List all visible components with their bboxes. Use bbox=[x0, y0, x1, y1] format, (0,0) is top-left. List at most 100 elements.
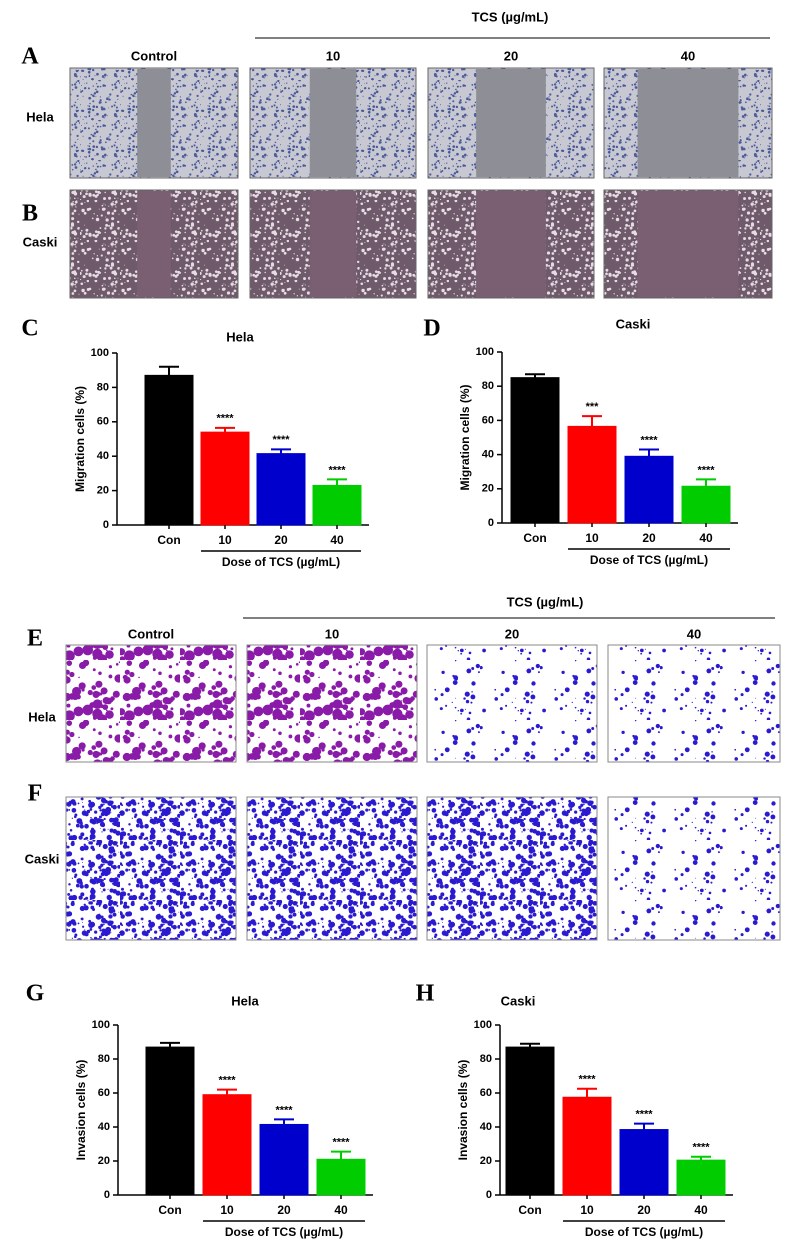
x-tick-label: Con bbox=[157, 533, 180, 547]
significance: **** bbox=[640, 434, 658, 446]
y-tick-label: 60 bbox=[482, 414, 494, 426]
bar bbox=[562, 1096, 612, 1196]
y-axis-label: Invasion cells (%) bbox=[74, 1060, 88, 1161]
y-tick-label: 80 bbox=[97, 381, 109, 393]
scratch-gap bbox=[637, 191, 739, 297]
column-label: 20 bbox=[504, 48, 518, 63]
x-tick-label: 10 bbox=[580, 1203, 594, 1217]
x-tick-label: 20 bbox=[642, 531, 656, 545]
y-axis-label: Invasion cells (%) bbox=[456, 1060, 470, 1161]
bar bbox=[202, 1094, 252, 1196]
row-label: Hela bbox=[26, 109, 54, 124]
bar bbox=[256, 453, 306, 526]
bar bbox=[505, 1046, 555, 1196]
y-tick-label: 40 bbox=[482, 449, 494, 461]
scratch-gap bbox=[137, 69, 171, 177]
column-label: 40 bbox=[687, 626, 701, 641]
y-tick-label: 100 bbox=[476, 346, 494, 358]
y-tick-label: 40 bbox=[97, 450, 109, 462]
panel-letter: G bbox=[26, 981, 45, 1007]
micrograph bbox=[607, 796, 781, 941]
significance: *** bbox=[586, 401, 600, 413]
y-tick-label: 80 bbox=[480, 1053, 492, 1065]
y-tick-label: 0 bbox=[486, 1189, 492, 1201]
significance: **** bbox=[272, 434, 290, 446]
significance: **** bbox=[275, 1104, 293, 1116]
y-tick-label: 0 bbox=[104, 1189, 110, 1201]
significance: **** bbox=[216, 413, 234, 425]
scratch-gap bbox=[476, 191, 546, 297]
significance: **** bbox=[635, 1109, 653, 1121]
y-tick-label: 40 bbox=[98, 1121, 110, 1133]
y-tick-label: 60 bbox=[98, 1087, 110, 1099]
row-label: Hela bbox=[28, 709, 56, 724]
y-tick-label: 20 bbox=[482, 483, 494, 495]
bar bbox=[624, 455, 674, 524]
chart-title: Hela bbox=[231, 993, 259, 1008]
x-axis-label: Dose of TCS (µg/mL) bbox=[590, 553, 708, 567]
micrograph bbox=[65, 644, 237, 763]
bar bbox=[567, 425, 617, 524]
micrograph bbox=[246, 796, 418, 941]
significance: **** bbox=[218, 1075, 236, 1087]
group-header: TCS (µg/mL) bbox=[472, 9, 549, 24]
y-tick-label: 80 bbox=[482, 380, 494, 392]
bar bbox=[145, 1046, 195, 1196]
panel-letter: D bbox=[423, 316, 440, 342]
bar bbox=[312, 484, 362, 526]
y-tick-label: 60 bbox=[97, 416, 109, 428]
micrograph bbox=[426, 796, 598, 941]
column-label: 40 bbox=[681, 48, 695, 63]
row-label: Caski bbox=[23, 234, 58, 249]
chart-title: Caski bbox=[616, 316, 651, 331]
scratch-gap bbox=[309, 191, 357, 297]
x-tick-label: 10 bbox=[220, 1203, 234, 1217]
y-axis-label: Migration cells (%) bbox=[73, 386, 87, 492]
chart-title: Caski bbox=[501, 993, 536, 1008]
y-tick-label: 20 bbox=[97, 485, 109, 497]
y-tick-label: 60 bbox=[480, 1087, 492, 1099]
bar bbox=[510, 377, 560, 524]
column-label: 10 bbox=[326, 48, 340, 63]
y-tick-label: 0 bbox=[488, 517, 494, 529]
y-tick-label: 100 bbox=[91, 347, 109, 359]
column-label: 10 bbox=[325, 626, 339, 641]
x-tick-label: 40 bbox=[694, 1203, 708, 1217]
significance: **** bbox=[328, 464, 346, 476]
chart-title: Hela bbox=[226, 329, 254, 344]
x-tick-label: Con bbox=[523, 531, 546, 545]
bar bbox=[316, 1158, 366, 1196]
x-tick-label: 20 bbox=[274, 533, 288, 547]
y-tick-label: 20 bbox=[98, 1155, 110, 1167]
panel-letter: H bbox=[416, 981, 435, 1007]
x-tick-label: 10 bbox=[585, 531, 599, 545]
significance: **** bbox=[692, 1142, 710, 1154]
x-tick-label: Con bbox=[518, 1203, 541, 1217]
row-label: Caski bbox=[25, 851, 60, 866]
panel-letter: A bbox=[21, 44, 39, 70]
micrograph bbox=[246, 644, 418, 763]
panel-letter: F bbox=[28, 781, 43, 807]
y-tick-label: 40 bbox=[480, 1121, 492, 1133]
bar bbox=[676, 1159, 726, 1196]
micrograph bbox=[426, 644, 598, 763]
scratch-gap bbox=[137, 191, 171, 297]
x-tick-label: 20 bbox=[637, 1203, 651, 1217]
significance: **** bbox=[697, 464, 715, 476]
scratch-gap bbox=[309, 69, 357, 177]
column-label: 20 bbox=[505, 626, 519, 641]
x-axis-label: Dose of TCS (µg/mL) bbox=[222, 555, 340, 569]
panel-letter: C bbox=[21, 316, 38, 342]
scratch-gap bbox=[637, 69, 739, 177]
x-axis-label: Dose of TCS (µg/mL) bbox=[225, 1225, 343, 1239]
bar bbox=[144, 374, 194, 526]
x-tick-label: 40 bbox=[334, 1203, 348, 1217]
micrograph bbox=[607, 644, 781, 763]
bar bbox=[200, 431, 250, 526]
x-tick-label: 40 bbox=[699, 531, 713, 545]
column-label: Control bbox=[131, 48, 177, 63]
panel-letter: E bbox=[27, 626, 43, 652]
significance: **** bbox=[332, 1137, 350, 1149]
y-tick-label: 0 bbox=[103, 519, 109, 531]
